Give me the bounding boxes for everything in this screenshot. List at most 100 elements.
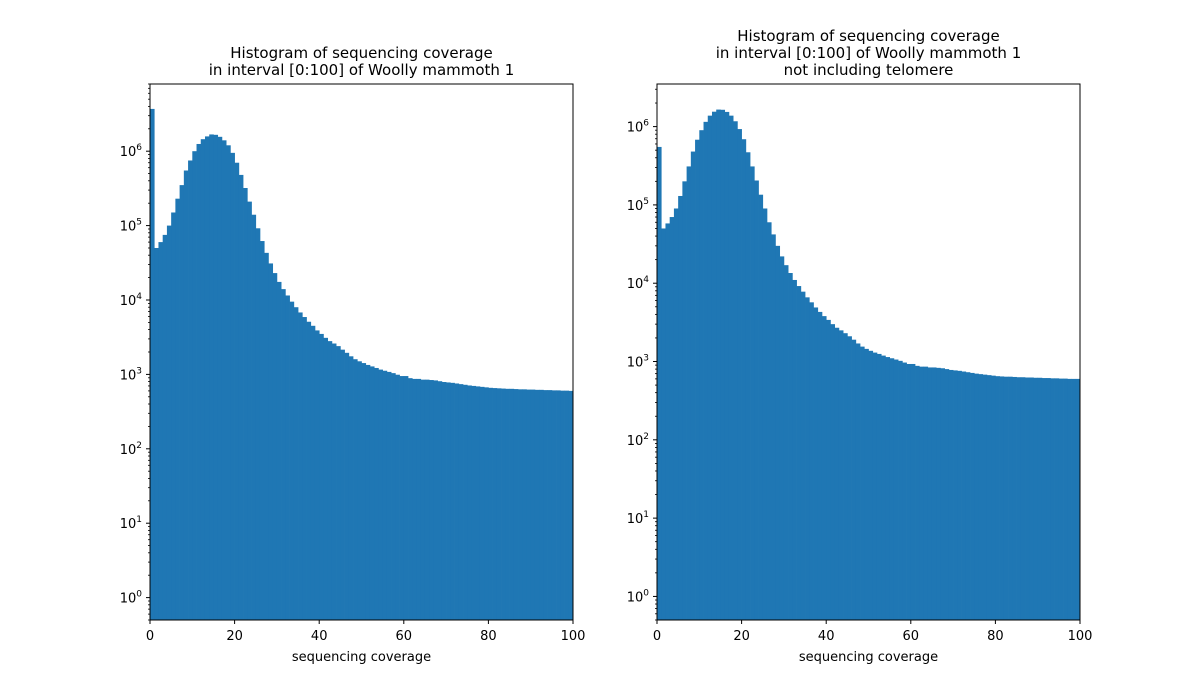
histogram-bar	[314, 330, 320, 620]
histogram-bar	[974, 373, 979, 620]
histogram-bar	[501, 388, 506, 620]
histogram-bar	[931, 367, 937, 620]
histogram-bar	[771, 234, 776, 620]
histogram-bar	[796, 286, 802, 620]
histogram-bar	[927, 367, 933, 620]
histogram-bar	[361, 363, 367, 620]
histogram-bar	[881, 355, 886, 620]
histogram-bar	[1046, 378, 1051, 620]
chart-title-line: Histogram of sequencing coverage	[737, 27, 999, 45]
y-tick-label: 105	[120, 218, 142, 235]
histogram-bar	[276, 281, 282, 620]
histogram-bar	[272, 273, 278, 620]
histogram-bar	[703, 121, 709, 620]
histogram-bar	[412, 378, 417, 620]
histogram-bar	[200, 139, 206, 620]
histogram-bar	[872, 352, 878, 620]
histogram-bar	[298, 312, 303, 620]
histogram-bar	[991, 375, 996, 620]
histogram-bar	[196, 143, 202, 621]
histogram-bar	[463, 384, 468, 620]
histogram-bar	[669, 217, 675, 621]
histogram-bars	[657, 109, 1081, 621]
histogram-bar	[868, 350, 874, 620]
histogram-bar	[995, 376, 1000, 620]
histogram-bar	[1075, 378, 1081, 620]
histogram-bar	[923, 366, 929, 620]
histogram-bar	[999, 376, 1005, 620]
histogram-bar	[1037, 377, 1043, 620]
histogram-bar	[560, 390, 565, 620]
histogram-bar	[230, 152, 235, 620]
histogram-bar	[1071, 378, 1077, 620]
histogram-bar	[826, 319, 831, 620]
histogram-bar	[775, 245, 781, 620]
y-tick-label: 106	[627, 119, 650, 136]
histogram-bar	[268, 263, 274, 620]
histogram-bar	[1020, 377, 1026, 620]
histogram-bar	[1003, 376, 1009, 620]
histogram-bar	[429, 380, 434, 620]
histogram-bar	[340, 349, 345, 620]
histogram-bar	[353, 359, 358, 620]
histogram-bar	[509, 388, 515, 620]
histogram-bar	[1033, 377, 1039, 620]
histogram-bar	[750, 166, 755, 620]
histogram-bar	[171, 212, 176, 621]
y-tick-label: 100	[120, 590, 143, 607]
histogram-bar	[446, 382, 451, 620]
histogram-bar	[724, 111, 730, 621]
histogram-bar	[302, 317, 307, 620]
x-tick-label: 20	[733, 629, 750, 644]
histogram-bar	[234, 162, 240, 620]
histogram-bar	[1063, 378, 1068, 620]
histogram-bar	[1025, 377, 1030, 620]
histogram-bar	[255, 228, 261, 621]
histogram-bar	[1012, 376, 1017, 620]
histogram-bar	[179, 185, 185, 621]
histogram-bar	[953, 370, 958, 620]
histogram-bar	[217, 136, 223, 620]
y-tick-label: 101	[120, 515, 142, 532]
histogram-bar	[281, 289, 286, 620]
histogram-bar	[348, 356, 354, 620]
histogram-bar	[259, 241, 265, 621]
histogram-bar	[741, 139, 747, 620]
histogram-bar	[327, 341, 333, 620]
histogram-bar	[551, 390, 557, 620]
histogram-bar	[365, 364, 371, 620]
histogram-bar	[817, 311, 823, 620]
histogram-bar	[408, 378, 413, 620]
histogram-bar	[441, 382, 447, 620]
histogram-bar	[834, 327, 840, 620]
y-tick-label: 105	[627, 197, 649, 214]
histogram-bar	[522, 389, 527, 620]
histogram-bar	[293, 307, 299, 620]
histogram-bar	[166, 225, 172, 620]
chart-title-line: not including telomere	[784, 61, 954, 79]
histogram-bar	[547, 390, 553, 620]
histogram-bar	[682, 181, 687, 620]
histogram-bar	[251, 214, 257, 620]
histogram-bar	[369, 366, 375, 620]
histogram-bar	[986, 375, 992, 620]
x-axis-label: sequencing coverage	[292, 650, 431, 665]
histogram-bar	[851, 339, 857, 620]
histogram-bar	[518, 389, 523, 620]
histogram-bar	[885, 357, 890, 620]
histogram-bar	[657, 146, 662, 620]
histogram-bar	[707, 115, 713, 621]
histogram-bar	[475, 386, 481, 620]
histogram-bar	[910, 363, 916, 620]
histogram-bar	[175, 198, 180, 620]
histogram-bar	[391, 373, 396, 620]
histogram-bar	[893, 359, 899, 620]
histogram-bar	[965, 372, 971, 620]
y-tick-label: 100	[627, 588, 650, 605]
histogram-bar	[513, 389, 519, 620]
histogram-bar	[226, 145, 231, 621]
histogram-bar	[906, 363, 912, 620]
histogram-bar	[948, 369, 954, 620]
histogram-bar	[158, 242, 164, 620]
histogram-bar	[720, 109, 726, 620]
